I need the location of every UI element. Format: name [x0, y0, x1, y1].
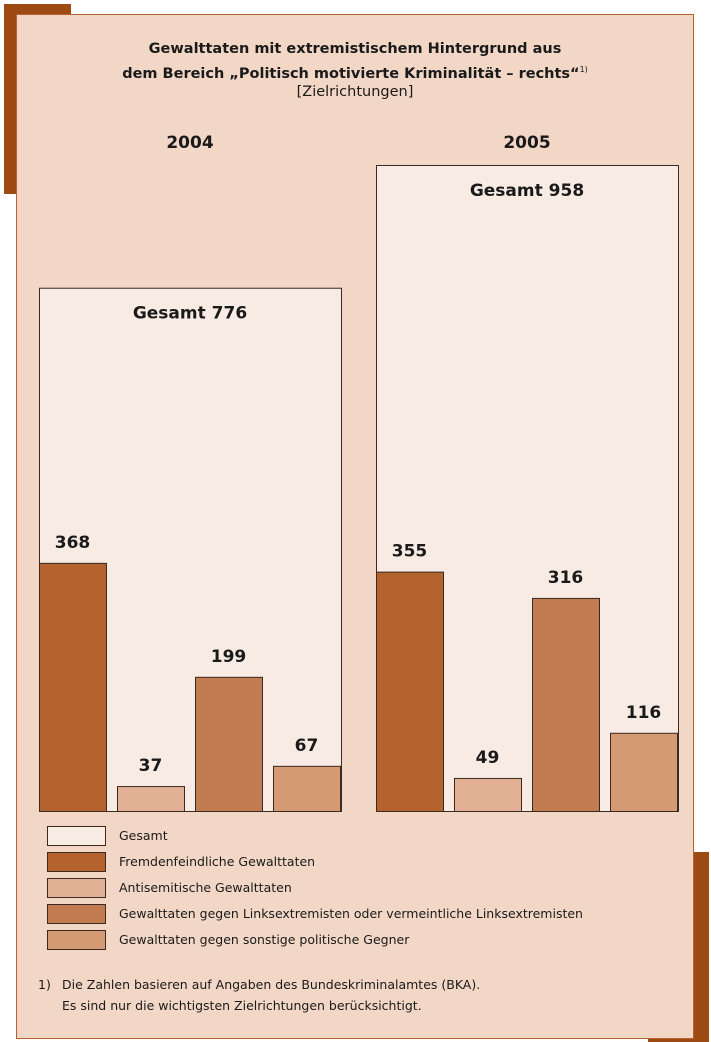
value-label-2004-sonstige: 67 [295, 736, 319, 756]
footnote-marker: 1) [38, 977, 51, 992]
legend-swatch-sonstige-gegner [47, 930, 106, 950]
legend-label-fremdenfeindlich: Fremdenfeindliche Gewalttaten [119, 854, 316, 869]
bar-2005-linksextremisten [532, 597, 600, 813]
chart-title-line-2: dem Bereich „Politisch motivierte Krimin… [122, 65, 588, 82]
legend-label-linksextremisten: Gewalttaten gegen Linksextremisten oder … [119, 906, 583, 921]
chart-title-line-1: Gewalttaten mit extremistischem Hintergr… [148, 41, 562, 57]
legend-label-gesamt: Gesamt [119, 828, 168, 843]
legend-item-antisemitisch: Antisemitische Gewalttaten [47, 878, 667, 900]
year-label-2004: 2004 [166, 133, 214, 153]
legend-label-antisemitisch: Antisemitische Gewalttaten [119, 880, 292, 895]
legend-swatch-fremdenfeindlich [47, 852, 106, 872]
legend-item-linksextremisten: Gewalttaten gegen Linksextremisten oder … [47, 904, 667, 926]
footnote-line-1: Die Zahlen basieren auf Angaben des Bund… [62, 977, 481, 992]
legend-item-sonstige-gegner: Gewalttaten gegen sonstige politische Ge… [47, 930, 667, 952]
bar-2005-fremdenfeindlich [376, 571, 444, 812]
chart-subtitle: [Zielrichtungen] [296, 84, 414, 100]
value-label-2005-sonstige: 116 [626, 703, 662, 723]
legend-item-gesamt: Gesamt [47, 826, 667, 848]
bar-2004-linksextremisten [195, 676, 263, 812]
bar-2004-antisemitisch [117, 786, 185, 813]
value-label-2004-antisemitisch: 37 [139, 756, 163, 776]
legend-label-sonstige-gegner: Gewalttaten gegen sonstige politische Ge… [119, 932, 410, 947]
value-label-2005-linksextremisten: 316 [548, 568, 584, 588]
year-label-2005: 2005 [503, 133, 551, 153]
value-label-2005-fremdenfeindlich: 355 [392, 542, 428, 562]
legend-item-fremdenfeindlich: Fremdenfeindliche Gewalttaten [47, 852, 667, 874]
bar-2004-fremdenfeindlich [39, 562, 107, 812]
value-label-2005-antisemitisch: 49 [476, 748, 500, 768]
title-footnote-mark: 1) [579, 65, 588, 74]
legend-swatch-antisemitisch [47, 878, 106, 898]
bar-2005-antisemitisch [454, 777, 522, 813]
bar-2005-sonstige [610, 732, 678, 812]
value-label-2004-fremdenfeindlich: 368 [55, 533, 91, 553]
legend-swatch-gesamt [47, 826, 106, 846]
value-label-2004-linksextremisten: 199 [211, 647, 247, 667]
footnote-line-2: Es sind nur die wichtigsten Zielrichtung… [62, 998, 422, 1013]
legend-swatch-linksextremisten [47, 904, 106, 924]
total-label-2004: Gesamt 776 [133, 304, 247, 324]
total-label-2005: Gesamt 958 [470, 181, 584, 201]
bar-2004-sonstige [273, 765, 341, 812]
